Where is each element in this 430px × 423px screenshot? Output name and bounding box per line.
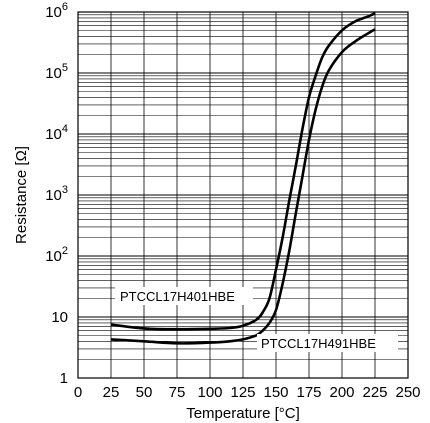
series-label-bg	[115, 287, 253, 305]
x-tick-label: 200	[329, 384, 354, 401]
x-tick-labels: 0 25 50 75 100 125 150 175 200 225 250	[74, 384, 421, 401]
x-tick-label: 225	[362, 384, 387, 401]
series-label-group-491: PTCCL17H491HBE	[257, 334, 398, 352]
y-tick-label: 105	[45, 62, 68, 82]
x-axis-title: Temperature [°C]	[186, 405, 300, 422]
x-tick-label: 175	[296, 384, 321, 401]
y-tick-label: 104	[45, 123, 68, 143]
series-label-bg	[257, 334, 398, 352]
series-label-group-401: PTCCL17H401HBE	[115, 287, 253, 305]
x-tick-label: 125	[230, 384, 255, 401]
x-tick-label: 50	[136, 384, 153, 401]
x-tick-label: 100	[197, 384, 222, 401]
series-line-ptccl17h491hbe	[110, 28, 376, 345]
series-line-ptccl17h401hbe	[110, 12, 376, 331]
series-label-ptccl17h401hbe: PTCCL17H401HBE	[120, 289, 235, 304]
y-tick-label: 103	[45, 184, 68, 204]
y-tick-label: 10	[51, 309, 68, 326]
x-tick-label: 0	[74, 384, 82, 401]
y-tick-label: 1	[60, 370, 68, 387]
y-tick-labels: 1 10 102 103 104 105 106	[45, 1, 68, 387]
x-tick-label: 25	[103, 384, 120, 401]
y-axis-title: Resistance [Ω]	[13, 146, 30, 244]
y-tick-label: 102	[45, 245, 68, 265]
series-label-ptccl17h491hbe: PTCCL17H491HBE	[261, 336, 376, 351]
y-tick-label: 106	[45, 1, 68, 21]
x-tick-label: 250	[395, 384, 420, 401]
series-lines	[110, 12, 376, 345]
x-tick-label: 75	[169, 384, 186, 401]
plot-frame	[77, 11, 409, 379]
x-tick-label: 150	[263, 384, 288, 401]
